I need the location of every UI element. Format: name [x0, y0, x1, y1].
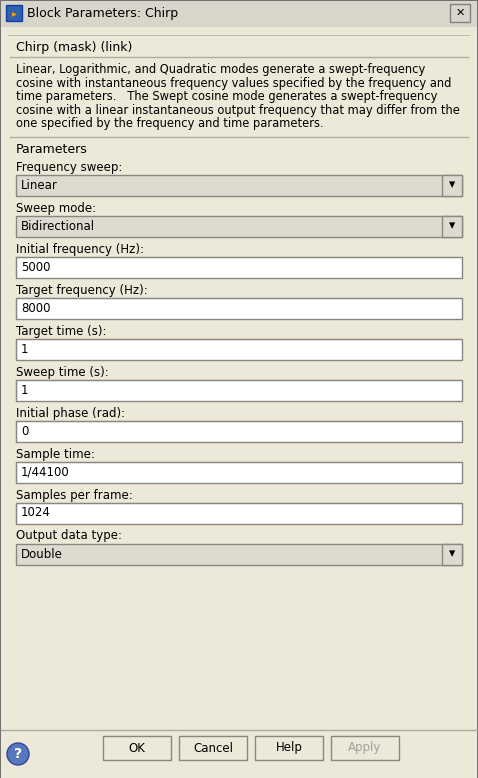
Bar	[16, 503, 462, 524]
Bar	[16, 338, 462, 359]
Text: Double: Double	[21, 548, 63, 560]
Text: Parameters: Parameters	[16, 142, 88, 156]
Text: Initial frequency (Hz):: Initial frequency (Hz):	[16, 243, 144, 255]
Text: ?: ?	[14, 747, 22, 761]
Bar	[16, 420, 462, 441]
Bar	[450, 4, 470, 22]
Bar	[179, 736, 247, 760]
Text: cosine with a linear instantaneous output frequency that may differ from the: cosine with a linear instantaneous outpu…	[16, 103, 460, 117]
Bar	[442, 544, 462, 565]
Text: Chirp (mask) (link): Chirp (mask) (link)	[16, 41, 132, 54]
Text: Help: Help	[275, 741, 303, 755]
Text: Output data type:: Output data type:	[16, 530, 122, 542]
Text: 8000: 8000	[21, 302, 51, 314]
Text: ▸: ▸	[11, 8, 16, 18]
Bar	[255, 736, 323, 760]
Bar	[16, 461, 462, 482]
Bar	[6, 5, 22, 21]
Bar	[16, 216, 462, 237]
Text: Sample time:: Sample time:	[16, 447, 95, 461]
Text: Cancel: Cancel	[193, 741, 233, 755]
Bar	[16, 380, 462, 401]
Circle shape	[7, 743, 29, 765]
Text: Apply: Apply	[348, 741, 382, 755]
Text: OK: OK	[129, 741, 145, 755]
Text: Sweep mode:: Sweep mode:	[16, 202, 96, 215]
Bar	[8, 35, 470, 36]
Text: Sweep time (s):: Sweep time (s):	[16, 366, 109, 379]
Text: ▾: ▾	[449, 219, 455, 233]
Text: 0: 0	[21, 425, 28, 437]
Text: ▾: ▾	[449, 178, 455, 191]
Text: 1/44100: 1/44100	[21, 465, 70, 478]
Bar	[16, 174, 462, 195]
Text: ✕: ✕	[456, 8, 465, 18]
Bar	[331, 736, 399, 760]
Text: ▾: ▾	[449, 548, 455, 560]
Text: 1: 1	[21, 384, 29, 397]
Text: Target time (s):: Target time (s):	[16, 324, 107, 338]
Bar	[16, 544, 462, 565]
Text: Linear, Logarithmic, and Quadratic modes generate a swept-frequency: Linear, Logarithmic, and Quadratic modes…	[16, 63, 425, 76]
Text: 5000: 5000	[21, 261, 51, 274]
Text: Frequency sweep:: Frequency sweep:	[16, 160, 122, 173]
Text: Samples per frame:: Samples per frame:	[16, 489, 133, 502]
Bar	[442, 216, 462, 237]
Bar	[442, 174, 462, 195]
Text: time parameters.   The Swept cosine mode generates a swept-frequency: time parameters. The Swept cosine mode g…	[16, 90, 437, 103]
Text: cosine with instantaneous frequency values specified by the frequency and: cosine with instantaneous frequency valu…	[16, 76, 451, 89]
Text: Target frequency (Hz):: Target frequency (Hz):	[16, 283, 148, 296]
Text: 1: 1	[21, 342, 29, 356]
Bar	[103, 736, 171, 760]
Text: Linear: Linear	[21, 178, 58, 191]
Bar	[1, 1, 477, 27]
Text: Initial phase (rad):: Initial phase (rad):	[16, 406, 125, 419]
Text: one specified by the frequency and time parameters.: one specified by the frequency and time …	[16, 117, 324, 130]
Text: Block Parameters: Chirp: Block Parameters: Chirp	[27, 6, 178, 19]
Bar	[16, 257, 462, 278]
Text: 1024: 1024	[21, 506, 51, 520]
Bar	[16, 297, 462, 318]
Text: Bidirectional: Bidirectional	[21, 219, 95, 233]
